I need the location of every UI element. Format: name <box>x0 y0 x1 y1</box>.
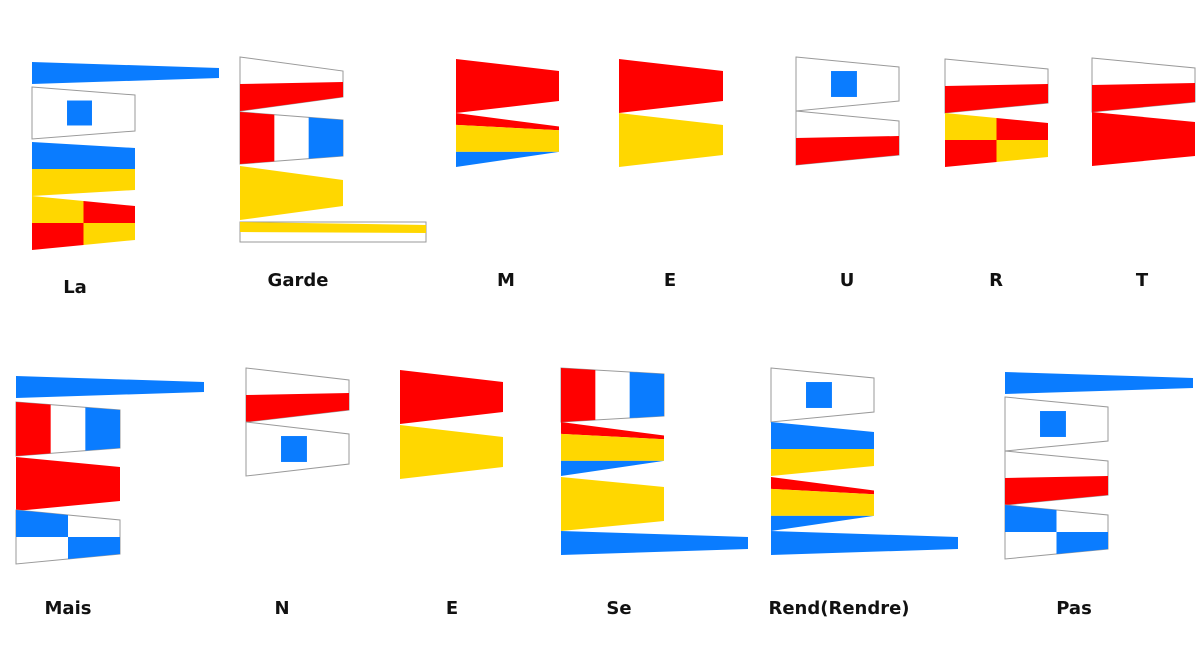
word-label-mais: Mais <box>44 598 92 619</box>
pennant-blue-white-checker-flag <box>1004 504 1109 560</box>
pennant-blue-flag <box>771 531 958 555</box>
pennant-red-flag <box>619 59 723 113</box>
pennant-blue-flag <box>32 62 219 84</box>
pennant-yellow-flag <box>619 113 723 167</box>
pennant-white-blue-square-flag <box>31 86 136 140</box>
flag-stack-6 <box>1091 57 1196 166</box>
flag-stack-0 <box>31 62 219 250</box>
pennant-red-white-blue-flag <box>239 111 344 165</box>
flag-stack-12 <box>1004 372 1193 560</box>
pennant-red-flag <box>400 370 503 424</box>
pennant-yellow-red-checker-flag <box>945 113 1048 167</box>
pennant-blue-white-checker-flag <box>15 509 121 565</box>
pennant-white-blue-square-flag <box>795 56 900 112</box>
word-label-se: Se <box>606 598 632 619</box>
flag-stack-7 <box>15 376 204 565</box>
pennant-white-blue-square-flag <box>770 367 875 423</box>
pennant-blue-yellow-flag <box>32 142 135 196</box>
pennant-red-white-blue-flag <box>560 367 665 423</box>
pennant-white-blue-square-flag <box>245 421 350 477</box>
pennant-white-red-flag <box>944 58 1049 114</box>
word-label-pas: Pas <box>1056 598 1092 619</box>
pennant-red-flag <box>16 457 120 511</box>
pennant-yellow-white-long-flag <box>239 221 427 243</box>
word-label-e-bottom: E <box>445 598 459 619</box>
pennant-yellow-red-checker-flag <box>32 196 135 250</box>
pennant-blue-flag <box>1005 372 1193 394</box>
flag-stack-9 <box>400 370 503 479</box>
word-label-t: T <box>1135 270 1149 291</box>
pennant-blue-flag <box>561 531 748 555</box>
word-label-rend: Rend(Rendre) <box>768 598 910 619</box>
pennant-red-yellow-blue-flag <box>561 422 664 476</box>
flag-stack-4 <box>795 56 900 166</box>
pennant-blue-flag <box>16 376 204 398</box>
flag-stack-2 <box>456 59 559 167</box>
pennant-yellow-flag <box>561 477 664 531</box>
word-label-n: N <box>274 598 290 619</box>
word-label-garde: Garde <box>267 270 329 291</box>
flag-stack-11 <box>770 367 958 555</box>
pennant-red-white-blue-flag <box>15 401 121 457</box>
flag-stack-3 <box>619 59 723 167</box>
word-label-e-top: E <box>663 270 677 291</box>
flag-stack-1 <box>239 56 427 243</box>
word-label-r: R <box>989 270 1003 291</box>
pennant-white-blue-square-flag <box>1004 396 1109 452</box>
pennant-yellow-flag <box>240 166 343 220</box>
pennant-blue-yellow-flag <box>771 422 874 476</box>
pennant-yellow-flag <box>400 425 503 479</box>
pennant-white-red-flag <box>1004 450 1109 506</box>
pennant-white-red-flag <box>239 56 344 112</box>
word-label-u: U <box>839 270 855 291</box>
pennant-red-yellow-blue-flag <box>456 113 559 167</box>
word-label-m: M <box>497 270 515 291</box>
pennant-white-red-flag <box>1091 57 1196 113</box>
flag-stack-10 <box>560 367 748 555</box>
pennant-red-flag <box>1092 112 1195 166</box>
pennant-red-yellow-blue-flag <box>771 477 874 531</box>
pennant-white-red-flag <box>245 367 350 423</box>
pennant-red-flag <box>456 59 559 113</box>
flag-stack-5 <box>944 58 1049 167</box>
flag-stack-8 <box>245 367 350 477</box>
word-label-la: La <box>63 277 87 298</box>
pennant-white-red-flag <box>795 110 900 166</box>
